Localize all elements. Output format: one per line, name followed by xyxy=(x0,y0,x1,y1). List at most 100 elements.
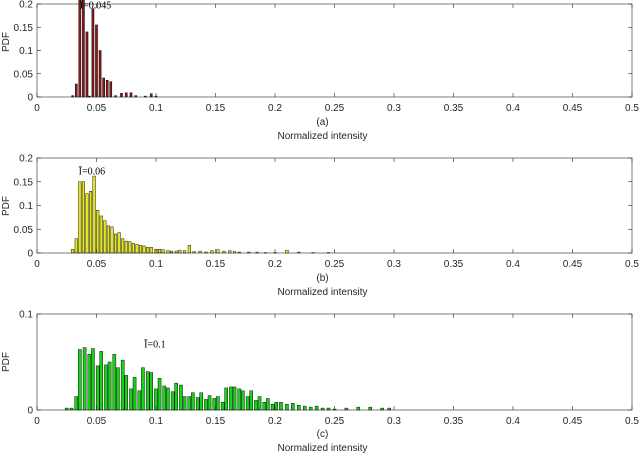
bar-c xyxy=(179,384,183,411)
bar-c xyxy=(99,351,104,411)
bar-c xyxy=(237,388,242,411)
bar-b xyxy=(131,243,135,254)
x-tick-label-c: 0 xyxy=(34,416,40,427)
bar-c xyxy=(262,402,267,411)
bar-a xyxy=(124,92,128,98)
bar-b xyxy=(138,245,143,254)
bar-b xyxy=(71,248,75,254)
bar-c xyxy=(204,399,208,411)
bar-a xyxy=(129,92,133,98)
y-tick-label-a: 0.1 xyxy=(19,46,33,57)
bar-c xyxy=(120,359,125,411)
bar-b xyxy=(161,249,165,254)
bar-a xyxy=(91,8,95,98)
bar-b xyxy=(210,250,214,254)
bar-c xyxy=(82,347,87,411)
bar-c xyxy=(229,386,233,411)
x-tick-label-a: 0.4 xyxy=(506,103,520,114)
y-tick-label-b: 0.1 xyxy=(19,201,33,212)
bar-b xyxy=(146,247,150,254)
bar-a xyxy=(95,24,98,98)
bar-c xyxy=(356,406,361,411)
bar-c xyxy=(249,390,253,411)
y-axis-label-c: PDF xyxy=(1,352,12,372)
bar-c xyxy=(195,397,200,411)
axes-frame-a xyxy=(36,3,633,98)
bar-c xyxy=(157,378,162,411)
bar-b xyxy=(166,250,170,254)
x-tick-label-c: 0.5 xyxy=(625,416,639,427)
x-tick-label-c: 0.2 xyxy=(268,416,282,427)
bar-c xyxy=(166,387,170,411)
bar-b xyxy=(142,245,146,254)
bar-b xyxy=(178,249,182,254)
bar-c xyxy=(368,406,372,411)
y-axis-label-a: PDF xyxy=(1,32,12,52)
bar-c xyxy=(241,390,245,411)
x-tick-label-a: 0.5 xyxy=(625,103,639,114)
x-tick-label-a: 0.1 xyxy=(149,103,163,114)
bar-b xyxy=(285,249,289,254)
x-tick-label-b: 0.1 xyxy=(149,259,163,270)
bar-b xyxy=(110,226,114,254)
bar-b xyxy=(78,181,82,254)
bar-c xyxy=(124,375,129,411)
panel-c: 0 0.05 0.1 0.15 0.2 0.25 0.3 0.35 0.4 0.45 0.5 0 0.1… xyxy=(1,310,639,455)
y-tick-label-b: 0.05 xyxy=(14,225,34,236)
bar-b xyxy=(85,193,89,254)
bar-c xyxy=(207,395,212,411)
bar-c xyxy=(95,365,100,411)
bar-b xyxy=(96,210,100,254)
bar-c xyxy=(297,404,301,411)
bar-c xyxy=(132,377,137,411)
x-tick-label-b: 0.05 xyxy=(87,259,107,270)
mean-annotation-b: Ī=0.06 xyxy=(79,167,105,178)
ticks-a: 0 0.05 0.1 0.15 0.2 0.25 0.3 0.35 0.4 0.45 0.5 0 0.0… xyxy=(14,0,640,114)
bar-a xyxy=(78,0,82,98)
bar-c xyxy=(257,396,262,411)
bar-c xyxy=(78,349,82,411)
bar-c xyxy=(314,405,319,411)
bar-a xyxy=(82,0,85,98)
bar-c xyxy=(104,364,108,411)
mean-annotation-c: Ī=0.1 xyxy=(144,340,165,351)
x-tick-label-a: 0.15 xyxy=(206,103,226,114)
bar-a xyxy=(120,93,123,98)
x-tick-label-b: 0.2 xyxy=(268,259,282,270)
y-axis-label-b: PDF xyxy=(1,196,12,216)
bar-b xyxy=(106,225,110,254)
axes-frame-b xyxy=(36,157,633,254)
bar-c xyxy=(116,367,120,411)
ticks-b: 0 0.05 0.1 0.15 0.2 0.25 0.3 0.35 0.4 0.45 0.5 0 0.0… xyxy=(14,154,640,271)
bar-b xyxy=(228,250,232,254)
bar-b xyxy=(121,238,125,254)
bar-b xyxy=(216,249,220,254)
bar-c xyxy=(107,361,112,411)
y-tick-label-a: 0 xyxy=(27,93,33,104)
bar-c xyxy=(87,354,92,411)
bar-b xyxy=(89,191,93,254)
bar-a xyxy=(109,81,113,98)
bar-c xyxy=(129,388,133,411)
x-tick-label-b: 0.25 xyxy=(325,259,345,270)
x-tick-label-a: 0.2 xyxy=(268,103,282,114)
x-tick-label-c: 0.1 xyxy=(149,416,163,427)
bar-c xyxy=(308,406,313,411)
bar-b xyxy=(74,238,78,254)
bar-b xyxy=(99,215,103,254)
mean-annotation-a: Ī=0.045 xyxy=(80,1,111,12)
bar-c xyxy=(302,405,307,411)
bar-c xyxy=(112,354,117,411)
x-tick-label-c: 0.45 xyxy=(563,416,583,427)
x-axis-label-a: Normalized intensity xyxy=(277,131,367,142)
bar-b xyxy=(117,232,121,254)
x-axis-label-b: Normalized intensity xyxy=(277,287,367,298)
panel-a: 0 0.05 0.1 0.15 0.2 0.25 0.3 0.35 0.4 0.45 0.5 0 0.0… xyxy=(1,0,639,142)
x-tick-label-a: 0.3 xyxy=(387,103,401,114)
panel-label-a: (a) xyxy=(316,117,328,128)
bar-c xyxy=(224,387,228,411)
bar-c xyxy=(91,348,95,411)
x-tick-label-a: 0 xyxy=(34,103,40,114)
x-tick-label-b: 0.4 xyxy=(506,259,520,270)
bar-b xyxy=(183,250,187,254)
